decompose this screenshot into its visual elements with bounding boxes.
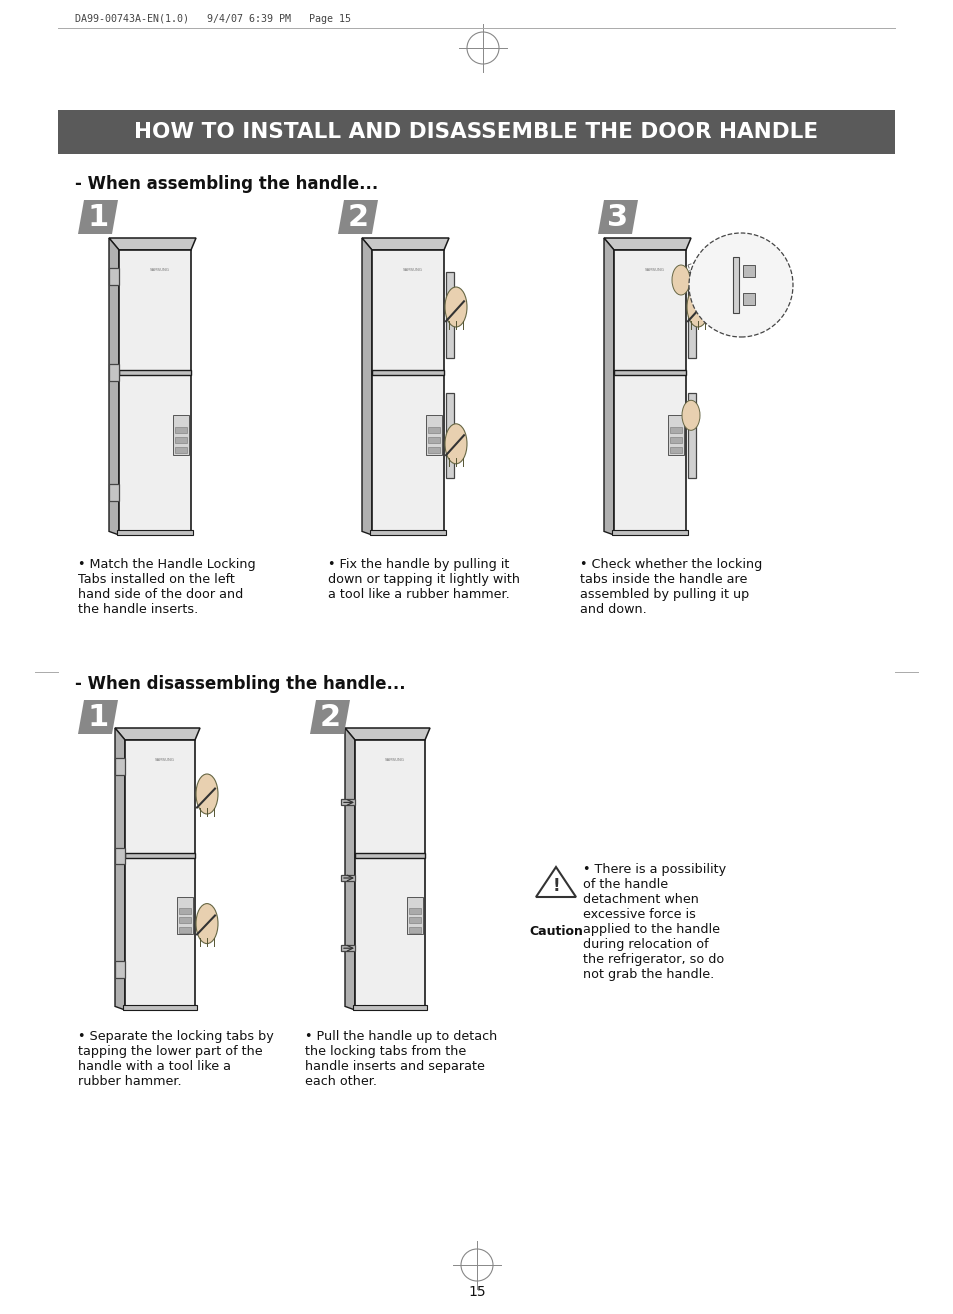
Ellipse shape [686,286,708,327]
Text: SAMSUNG: SAMSUNG [402,268,422,272]
Text: 2: 2 [347,202,368,231]
Polygon shape [345,728,355,1010]
Polygon shape [340,875,355,880]
Polygon shape [353,1005,427,1010]
Polygon shape [78,700,118,735]
Polygon shape [123,1005,196,1010]
Polygon shape [179,917,191,922]
Ellipse shape [444,286,467,327]
Polygon shape [115,962,125,978]
Polygon shape [115,758,125,775]
Text: - When assembling the handle...: - When assembling the handle... [75,175,377,193]
Polygon shape [119,369,191,374]
Ellipse shape [195,774,218,813]
Polygon shape [732,258,739,313]
Text: 3: 3 [607,202,628,231]
Polygon shape [614,250,685,535]
Polygon shape [687,393,696,478]
Text: !: ! [552,876,559,895]
Polygon shape [109,238,119,535]
Text: 15: 15 [468,1285,485,1300]
Polygon shape [355,853,424,858]
Polygon shape [370,530,446,535]
Polygon shape [125,853,194,858]
Polygon shape [117,530,193,535]
Polygon shape [174,447,187,453]
Polygon shape [667,415,683,455]
Polygon shape [409,926,420,933]
Polygon shape [119,250,191,535]
Polygon shape [337,200,377,234]
Polygon shape [428,427,439,434]
Polygon shape [426,415,441,455]
Text: DA99-00743A-EN(1.0)   9/4/07 6:39 PM   Page 15: DA99-00743A-EN(1.0) 9/4/07 6:39 PM Page … [75,14,351,24]
Polygon shape [446,393,454,478]
Polygon shape [179,908,191,913]
Polygon shape [109,364,119,381]
Polygon shape [428,438,439,443]
Polygon shape [536,867,576,897]
Text: 1: 1 [88,703,109,732]
Polygon shape [742,293,754,305]
Polygon shape [409,917,420,922]
Polygon shape [78,200,118,234]
Text: • There is a possibility
of the handle
detachment when
excessive force is
applie: • There is a possibility of the handle d… [582,863,725,982]
Text: - When disassembling the handle...: - When disassembling the handle... [75,675,405,692]
Polygon shape [115,848,125,865]
Polygon shape [109,238,195,250]
Ellipse shape [195,904,218,943]
Polygon shape [612,530,687,535]
Text: 1: 1 [88,202,109,231]
Polygon shape [614,369,685,374]
Polygon shape [58,110,894,154]
Polygon shape [669,438,681,443]
Text: • Separate the locking tabs by
tapping the lower part of the
handle with a tool : • Separate the locking tabs by tapping t… [78,1030,274,1088]
Polygon shape [598,200,638,234]
Polygon shape [409,908,420,913]
Text: SAMSUNG: SAMSUNG [385,758,405,762]
Polygon shape [361,238,372,535]
Text: SAMSUNG: SAMSUNG [150,268,170,272]
Polygon shape [603,238,690,250]
Polygon shape [109,268,119,285]
Text: SAMSUNG: SAMSUNG [644,268,664,272]
Polygon shape [446,272,454,359]
Text: • Check whether the locking
tabs inside the handle are
assembled by pulling it u: • Check whether the locking tabs inside … [579,558,761,616]
Polygon shape [340,945,355,951]
Polygon shape [669,427,681,434]
Polygon shape [372,250,443,535]
Text: • Match the Handle Locking
Tabs installed on the left
hand side of the door and
: • Match the Handle Locking Tabs installe… [78,558,255,616]
Text: Caution: Caution [529,925,582,938]
Text: SAMSUNG: SAMSUNG [154,758,174,762]
Text: 2: 2 [319,703,340,732]
Polygon shape [310,700,350,735]
Polygon shape [115,728,200,740]
Ellipse shape [671,265,689,296]
Text: • Fix the handle by pulling it
down or tapping it lightly with
a tool like a rub: • Fix the handle by pulling it down or t… [328,558,519,600]
Ellipse shape [444,424,467,464]
Polygon shape [407,896,422,934]
Text: HOW TO INSTALL AND DISASSEMBLE THE DOOR HANDLE: HOW TO INSTALL AND DISASSEMBLE THE DOOR … [133,122,818,142]
Polygon shape [125,740,194,1010]
Polygon shape [172,415,189,455]
Polygon shape [345,728,430,740]
Polygon shape [109,484,119,501]
Polygon shape [179,926,191,933]
Polygon shape [428,447,439,453]
Polygon shape [687,272,696,359]
Polygon shape [174,438,187,443]
Polygon shape [603,238,614,535]
Polygon shape [340,799,355,805]
Polygon shape [742,265,754,277]
Text: • Pull the handle up to detach
the locking tabs from the
handle inserts and sepa: • Pull the handle up to detach the locki… [305,1030,497,1088]
Polygon shape [372,369,443,374]
Polygon shape [669,447,681,453]
Ellipse shape [681,401,700,430]
Polygon shape [177,896,193,934]
Polygon shape [361,238,449,250]
Polygon shape [355,740,424,1010]
Polygon shape [174,427,187,434]
Polygon shape [115,728,125,1010]
Circle shape [688,233,792,336]
